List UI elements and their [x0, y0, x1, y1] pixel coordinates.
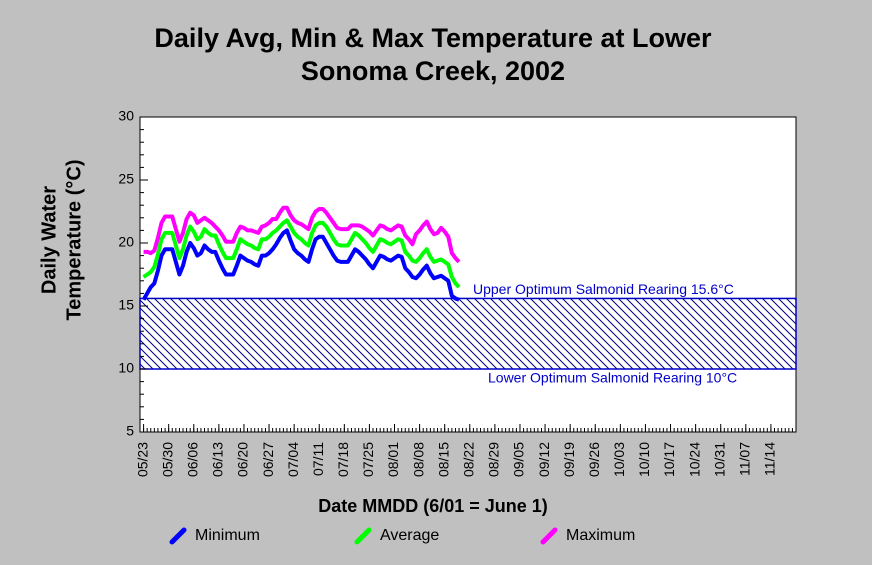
- x-tick-label: 06/20: [235, 442, 251, 477]
- y-tick-label: 20: [118, 234, 134, 250]
- x-tick-label: 06/13: [210, 442, 226, 477]
- x-tick-label: 10/24: [686, 442, 702, 477]
- x-tick-label: 07/18: [335, 442, 351, 477]
- band-label: Lower Optimum Salmonid Rearing 10°C: [488, 370, 737, 386]
- x-tick-label: 07/25: [360, 442, 376, 477]
- x-tick-label: 11/14: [762, 442, 778, 476]
- legend-swatch: [169, 527, 187, 545]
- x-tick-label: 07/11: [310, 442, 326, 476]
- x-tick-label: 09/05: [511, 442, 527, 477]
- x-tick-label: 05/30: [159, 442, 175, 477]
- x-tick-label: 10/03: [611, 442, 627, 477]
- legend-label: Minimum: [195, 527, 260, 544]
- x-tick-label: 05/23: [134, 442, 150, 477]
- x-tick-label: 08/01: [385, 442, 401, 477]
- y-axis-label: Daily Water: [38, 186, 60, 294]
- x-tick-label: 08/08: [410, 442, 426, 477]
- x-tick-label: 07/04: [285, 442, 301, 477]
- optimum-band: [139, 297, 797, 370]
- x-tick-label: 08/29: [486, 442, 502, 477]
- y-tick-label: 10: [118, 360, 134, 376]
- legend-label: Maximum: [566, 527, 635, 544]
- band-label: Upper Optimum Salmonid Rearing 15.6°C: [473, 281, 734, 297]
- x-tick-label: 09/12: [536, 442, 552, 477]
- series-line: [143, 205, 461, 264]
- y-tick-label: 30: [118, 108, 134, 124]
- series-line: [142, 218, 461, 289]
- y-axis-label: Temperature (°C): [63, 160, 85, 321]
- legend-swatch: [540, 527, 558, 545]
- x-tick-label: 10/31: [711, 442, 727, 477]
- x-tick-label: 09/26: [586, 442, 602, 477]
- x-tick-label: 08/15: [435, 442, 451, 477]
- series-line: [141, 228, 460, 302]
- x-tick-label: 11/07: [737, 442, 753, 476]
- x-tick-label: 10/10: [636, 442, 652, 477]
- chart-title: Sonoma Creek, 2002: [301, 56, 565, 86]
- x-tick-label: 06/06: [184, 442, 200, 477]
- x-tick-label: 08/22: [460, 442, 476, 477]
- legend-swatch: [354, 527, 372, 545]
- x-tick-label: 06/27: [260, 442, 276, 477]
- chart-title: Daily Avg, Min & Max Temperature at Lowe…: [154, 23, 712, 53]
- x-tick-label: 10/17: [661, 442, 677, 477]
- legend-label: Average: [380, 527, 439, 544]
- y-tick-label: 25: [118, 171, 134, 187]
- x-axis-label: Date MMDD (6/01 = June 1): [318, 496, 548, 516]
- y-tick-label: 5: [126, 423, 134, 439]
- plot-area: [139, 116, 797, 433]
- y-tick-label: 15: [118, 297, 134, 313]
- x-tick-label: 09/19: [561, 442, 577, 477]
